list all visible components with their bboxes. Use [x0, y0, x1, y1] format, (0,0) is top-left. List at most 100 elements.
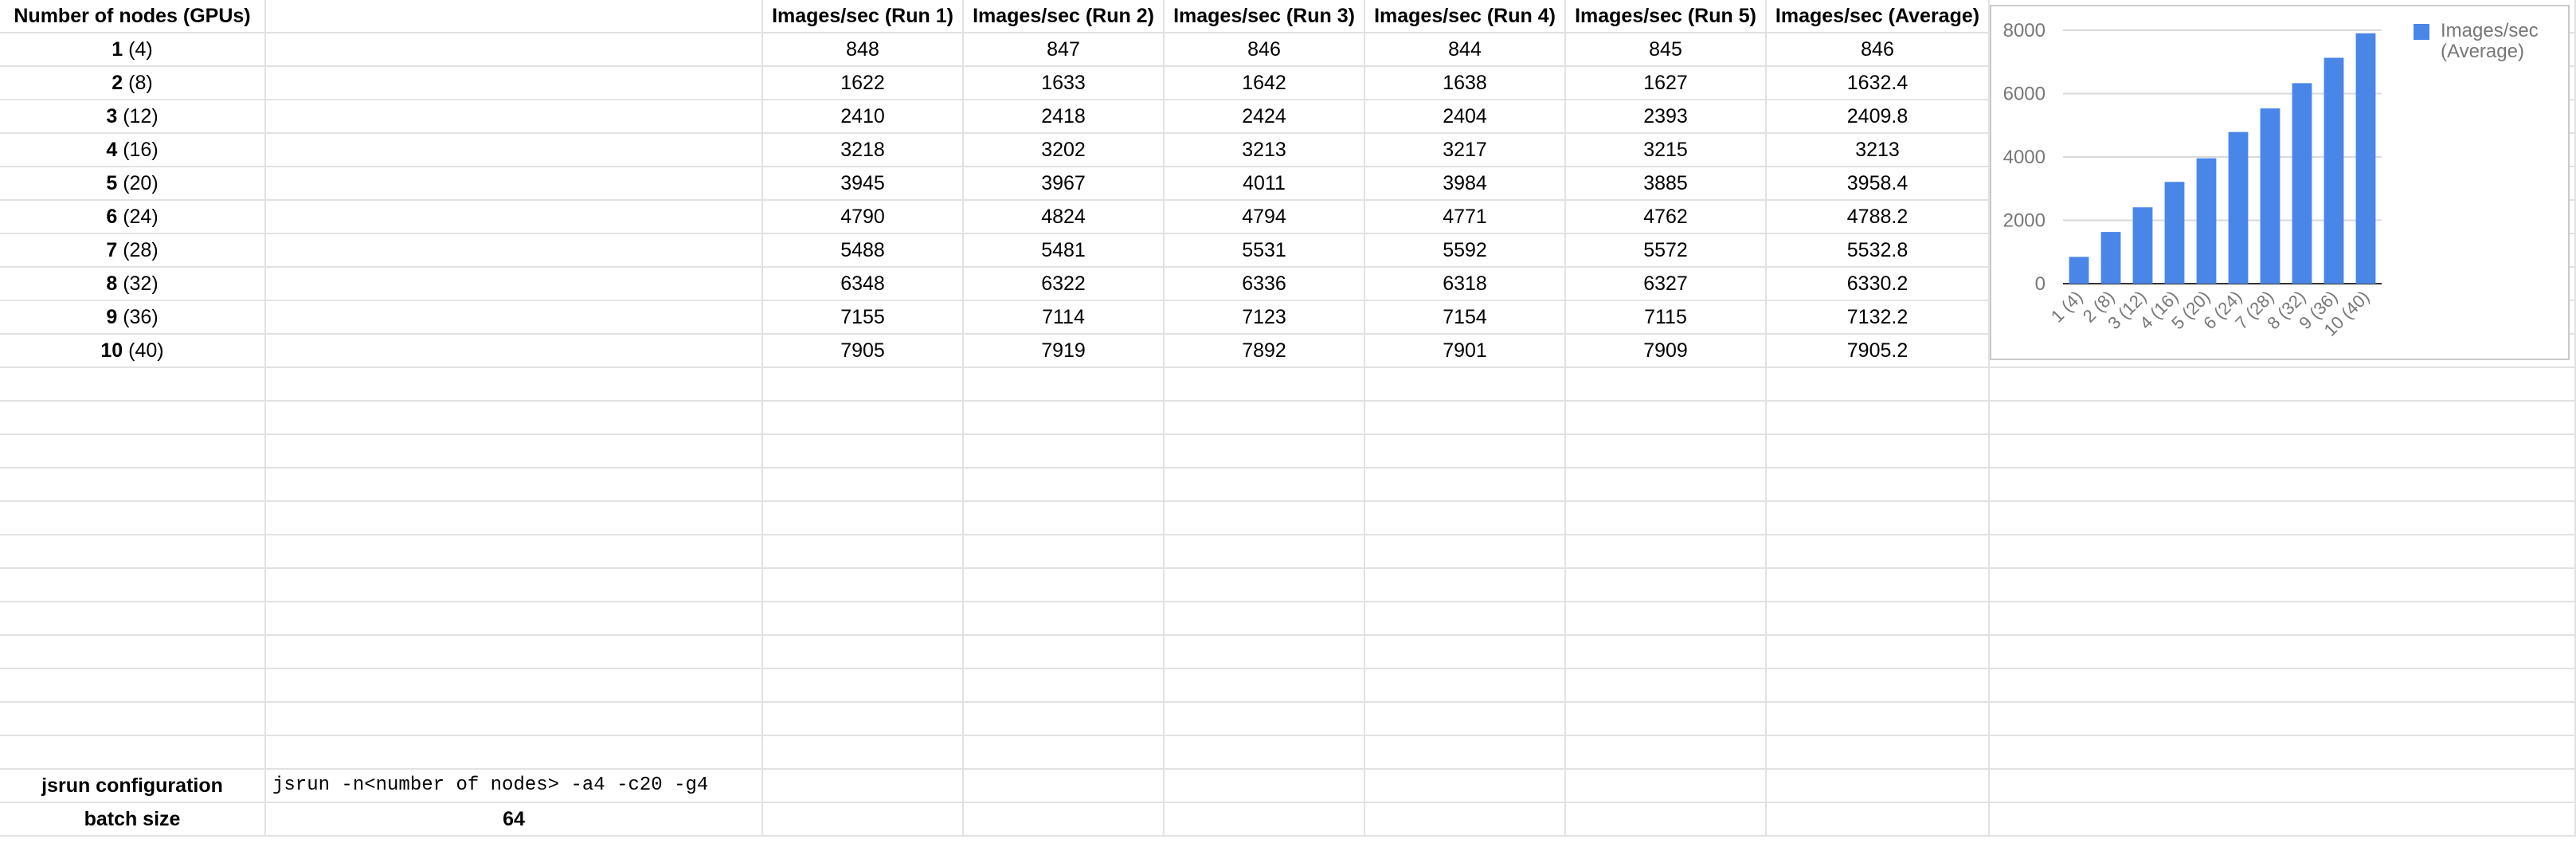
jsrun-config-label[interactable]: jsrun configuration	[0, 770, 266, 803]
cell[interactable]	[1566, 402, 1767, 435]
column-header[interactable]: Images/sec (Average)	[1767, 0, 1990, 33]
cell[interactable]	[964, 703, 1165, 736]
cell[interactable]	[1365, 736, 1566, 770]
cell[interactable]	[1566, 502, 1767, 535]
cell[interactable]	[266, 67, 763, 100]
value-cell[interactable]: 5572	[1566, 234, 1767, 268]
cell[interactable]	[964, 636, 1165, 669]
value-cell[interactable]: 7892	[1165, 335, 1365, 368]
cell[interactable]	[0, 703, 266, 736]
cell[interactable]	[1990, 636, 2576, 669]
cell[interactable]	[1990, 469, 2576, 502]
cell[interactable]	[1566, 736, 1767, 770]
cell[interactable]	[1566, 602, 1767, 636]
cell[interactable]	[763, 669, 964, 703]
cell[interactable]	[0, 669, 266, 703]
nodes-cell[interactable]: 10 (40)	[0, 335, 266, 368]
value-cell[interactable]: 3984	[1365, 167, 1566, 201]
cell[interactable]	[763, 402, 964, 435]
cell[interactable]	[1767, 803, 1990, 837]
cell[interactable]	[0, 502, 266, 535]
cell[interactable]	[1165, 569, 1365, 602]
cell[interactable]	[266, 669, 763, 703]
value-cell[interactable]: 7123	[1165, 301, 1365, 335]
cell[interactable]	[1990, 368, 2576, 402]
nodes-cell[interactable]: 7 (28)	[0, 234, 266, 268]
cell[interactable]	[1566, 535, 1767, 569]
value-cell[interactable]: 4824	[964, 201, 1165, 234]
cell[interactable]	[964, 669, 1165, 703]
cell[interactable]	[1990, 602, 2576, 636]
cell[interactable]	[1365, 402, 1566, 435]
cell[interactable]	[1990, 335, 2576, 368]
cell[interactable]	[1365, 569, 1566, 602]
jsrun-config-value[interactable]: jsrun -n<number of nodes> -a4 -c20 -g4	[266, 770, 763, 803]
cell[interactable]	[1165, 535, 1365, 569]
cell[interactable]	[1767, 636, 1990, 669]
value-cell[interactable]: 4011	[1165, 167, 1365, 201]
cell[interactable]	[763, 569, 964, 602]
cell[interactable]	[1566, 803, 1767, 837]
value-cell[interactable]: 3945	[763, 167, 964, 201]
value-cell[interactable]: 3213	[1165, 134, 1365, 167]
value-cell[interactable]: 1622	[763, 67, 964, 100]
nodes-cell[interactable]: 6 (24)	[0, 201, 266, 234]
cell[interactable]	[266, 134, 763, 167]
cell[interactable]	[1365, 703, 1566, 736]
value-cell[interactable]: 2410	[763, 100, 964, 134]
cell[interactable]	[763, 770, 964, 803]
value-cell[interactable]: 6330.2	[1767, 268, 1990, 301]
cell[interactable]	[1566, 669, 1767, 703]
cell[interactable]	[266, 268, 763, 301]
cell[interactable]	[1566, 368, 1767, 402]
cell[interactable]	[763, 469, 964, 502]
value-cell[interactable]: 847	[964, 33, 1165, 67]
cell[interactable]	[1990, 535, 2576, 569]
cell[interactable]	[0, 368, 266, 402]
value-cell[interactable]: 1642	[1165, 67, 1365, 100]
value-cell[interactable]: 6318	[1365, 268, 1566, 301]
cell[interactable]	[1767, 703, 1990, 736]
cell[interactable]	[763, 502, 964, 535]
value-cell[interactable]: 7115	[1566, 301, 1767, 335]
value-cell[interactable]: 3213	[1767, 134, 1990, 167]
cell[interactable]	[763, 636, 964, 669]
value-cell[interactable]: 4790	[763, 201, 964, 234]
cell[interactable]	[266, 301, 763, 335]
cell[interactable]	[1566, 770, 1767, 803]
cell[interactable]	[1990, 435, 2576, 469]
cell[interactable]	[0, 469, 266, 502]
cell[interactable]	[1990, 770, 2576, 803]
cell[interactable]	[763, 703, 964, 736]
cell[interactable]	[1767, 368, 1990, 402]
value-cell[interactable]: 3217	[1365, 134, 1566, 167]
cell[interactable]	[266, 402, 763, 435]
cell[interactable]	[266, 234, 763, 268]
value-cell[interactable]: 846	[1767, 33, 1990, 67]
value-cell[interactable]: 7155	[763, 301, 964, 335]
cell[interactable]	[0, 736, 266, 770]
cell[interactable]	[1365, 368, 1566, 402]
value-cell[interactable]: 5532.8	[1767, 234, 1990, 268]
column-header[interactable]: Images/sec (Run 2)	[964, 0, 1165, 33]
cell[interactable]	[0, 602, 266, 636]
cell[interactable]	[763, 602, 964, 636]
column-header[interactable]: Images/sec (Run 3)	[1165, 0, 1365, 33]
value-cell[interactable]: 3885	[1566, 167, 1767, 201]
value-cell[interactable]: 2404	[1365, 100, 1566, 134]
value-cell[interactable]: 3967	[964, 167, 1165, 201]
value-cell[interactable]: 4794	[1165, 201, 1365, 234]
batch-size-value[interactable]: 64	[266, 803, 763, 837]
cell[interactable]	[1165, 469, 1365, 502]
value-cell[interactable]: 7905	[763, 335, 964, 368]
cell[interactable]	[266, 100, 763, 134]
cell[interactable]	[1990, 736, 2576, 770]
cell[interactable]	[1990, 703, 2576, 736]
cell[interactable]	[266, 335, 763, 368]
cell[interactable]	[1165, 669, 1365, 703]
value-cell[interactable]: 7909	[1566, 335, 1767, 368]
cell[interactable]	[1165, 636, 1365, 669]
value-cell[interactable]: 848	[763, 33, 964, 67]
cell[interactable]	[0, 435, 266, 469]
value-cell[interactable]: 5481	[964, 234, 1165, 268]
